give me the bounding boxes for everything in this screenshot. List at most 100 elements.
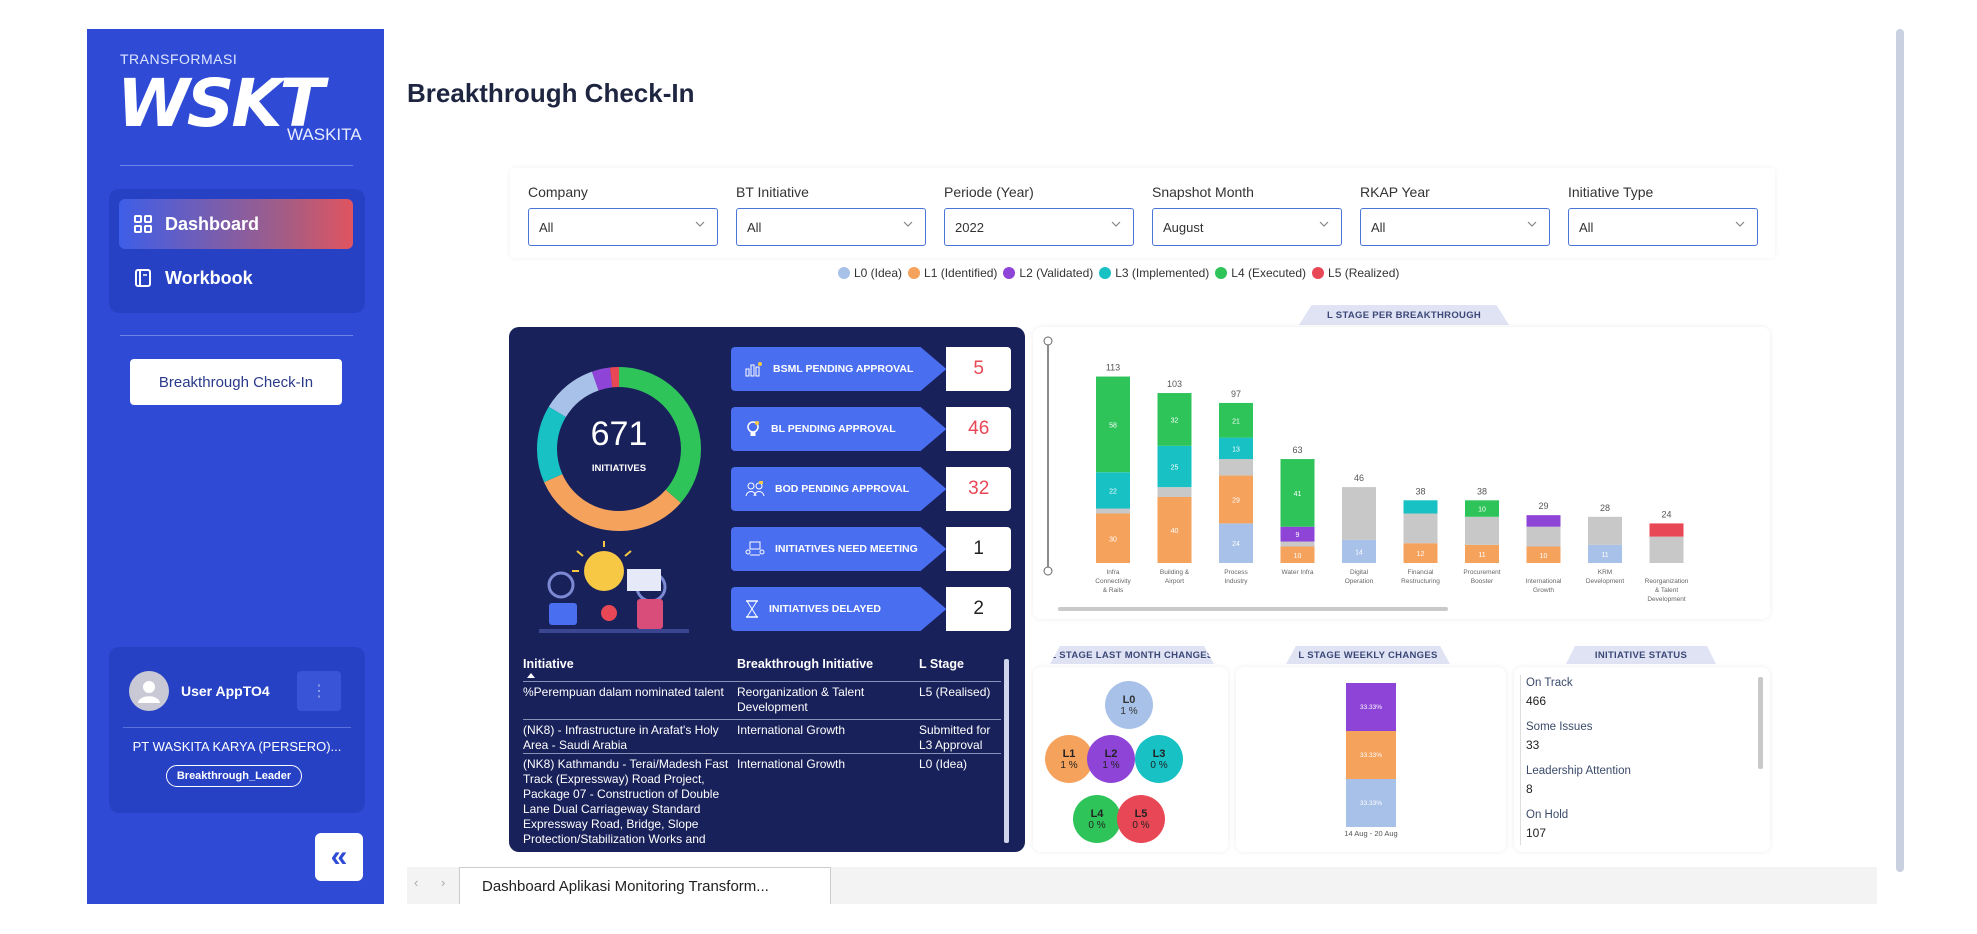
bulb-icon (745, 420, 761, 438)
table-cell-initiative: (NK8) Kathmandu - Terai/Madesh Fast Trac… (523, 757, 729, 845)
filter-label: Company (528, 184, 588, 200)
range-slider-handle-bottom[interactable] (1043, 566, 1053, 576)
bubble-l5: L5 0 % (1117, 795, 1165, 843)
user-card: User AppTO4 ⋮ PT WASKITA KARYA (PERSERO)… (109, 647, 365, 813)
range-slider-handle-top[interactable] (1043, 336, 1053, 346)
page-scrollbar[interactable] (1896, 29, 1904, 872)
bar-segment (1403, 543, 1438, 563)
table-header-lstage[interactable]: L Stage (919, 657, 964, 671)
bar-segment-label: 10 (1478, 507, 1486, 514)
breakthrough-checkin-button[interactable]: Breakthrough Check-In (130, 359, 342, 405)
table-header-initiative[interactable]: Initiative (523, 657, 574, 671)
more-vertical-icon: ⋮ (311, 683, 327, 700)
category-label: Development (1647, 596, 1685, 603)
user-menu-button[interactable]: ⋮ (297, 671, 341, 711)
kpi-label: INITIATIVES DELAYED (731, 587, 947, 631)
notebook-icon (133, 268, 153, 288)
weekly-segment: 33.33% (1346, 683, 1396, 731)
bar-segment-other (1403, 513, 1438, 544)
donut-seg-l3 (537, 367, 701, 531)
filter-select-bt-initiative[interactable]: All (736, 208, 926, 246)
sidebar-item-dashboard[interactable]: Dashboard (119, 199, 353, 249)
bubble-label: L1 (1062, 747, 1076, 760)
filter-select-rkap-year[interactable]: All (1360, 208, 1550, 246)
bubble-l2: L2 1 % (1087, 735, 1135, 783)
legend-item: L0 (Idea) (838, 266, 902, 280)
bubble-label: L0 (1122, 693, 1136, 706)
table-row[interactable]: %Perempuan dalam nominated talent Reorgan… (523, 681, 1001, 715)
grid-icon (133, 214, 153, 234)
bar-segment (1096, 472, 1130, 509)
status-value: 107 (1526, 826, 1547, 840)
filter-label: BT Initiative (736, 184, 809, 200)
kpi-bsml-pending-approval[interactable]: BSML PENDING APPROVAL 5 (731, 347, 1011, 391)
legend-item: L4 (Executed) (1215, 266, 1306, 280)
filter-label: Periode (Year) (944, 184, 1034, 200)
bar-total-label: 29 (1538, 501, 1548, 511)
bar-segment (1157, 393, 1192, 446)
legend-dot-icon (1003, 267, 1016, 279)
filter-select-initiative-type[interactable]: All (1568, 208, 1758, 246)
collapse-sidebar-button[interactable]: « (315, 833, 363, 881)
bar-total-label: 97 (1231, 389, 1241, 399)
status-scrollbar[interactable] (1758, 677, 1763, 769)
filter-value: All (1371, 219, 1386, 235)
kpi-bl-pending-approval[interactable]: BL PENDING APPROVAL 46 (731, 407, 1011, 451)
filter-select-company[interactable]: All (528, 208, 718, 246)
category-label: Infra (1106, 569, 1119, 576)
bar-segment (1465, 544, 1499, 563)
status-label: Leadership Attention (1526, 765, 1631, 777)
tab-dashboard[interactable]: Dashboard Aplikasi Monitoring Transform.… (459, 867, 831, 904)
kpi-label-text: BL PENDING APPROVAL (771, 423, 896, 435)
total-initiatives-value: 671 (590, 415, 648, 453)
category-label: & Rails (1103, 587, 1124, 594)
sidebar-item-label: Workbook (165, 267, 253, 288)
bar-segment-label: 13 (1232, 446, 1240, 453)
kpi-bod-pending-approval[interactable]: BOD PENDING APPROVAL 32 (731, 467, 1011, 511)
kpi-initiatives-delayed[interactable]: INITIATIVES DELAYED 2 (731, 587, 1011, 631)
category-label: Reorganization (1645, 578, 1689, 585)
hourglass-icon (745, 600, 759, 618)
filter-select-snapshot-month[interactable]: August (1152, 208, 1342, 246)
nav-menu: Dashboard Workbook (109, 189, 365, 313)
bar-segment-label: 25 (1171, 464, 1179, 471)
filter-select-periode-year[interactable]: 2022 (944, 208, 1134, 246)
filter-label: Snapshot Month (1152, 184, 1254, 200)
table-cell-breakthrough: International Growth (737, 757, 846, 771)
status-panel: On Track 466 Some Issues 33 Leadership Atten… (1514, 667, 1770, 852)
table-header-breakthrough[interactable]: Breakthrough Initiative (737, 657, 874, 671)
weekly-title: L STAGE WEEKLY CHANGES (1286, 646, 1450, 664)
bar-segment (1280, 526, 1315, 542)
table-row[interactable]: (NK8) - Infrastructure in Arafat's Holy … (523, 719, 1001, 753)
kpi-label-text: INITIATIVES DELAYED (769, 603, 882, 615)
bubble-l3: L3 0 % (1135, 735, 1183, 783)
kpi-value: 46 (946, 407, 1011, 451)
chevron-down-icon (903, 221, 913, 227)
legend-item: L3 (Implemented) (1099, 266, 1209, 280)
bar-segment-label: 11 (1478, 552, 1485, 559)
kpi-value: 2 (946, 587, 1011, 631)
chart-scrollbar[interactable] (1058, 607, 1448, 611)
bar-segment (1157, 445, 1192, 488)
bar-total-label: 113 (1106, 363, 1120, 373)
legend-label: L2 (Validated) (1019, 266, 1094, 280)
teamwork-illustration-icon (539, 541, 689, 633)
bar-segment (1649, 523, 1684, 537)
bar-segment (1526, 515, 1561, 527)
kpi-initiatives-need-meeting[interactable]: INITIATIVES NEED MEETING 1 (731, 527, 1011, 571)
bar-segment (1280, 546, 1315, 563)
kpi-label: BSML PENDING APPROVAL (731, 347, 947, 391)
table-scrollbar[interactable] (1004, 659, 1009, 843)
bar-segment-label: 32 (1171, 417, 1179, 424)
initiatives-donut (537, 367, 701, 531)
category-label: Digital (1350, 569, 1369, 576)
tab-next-icon[interactable]: › (441, 875, 446, 890)
sidebar-item-workbook[interactable]: Workbook (119, 253, 353, 303)
bar-segment-other (1526, 526, 1561, 547)
kpi-label-text: BSML PENDING APPROVAL (773, 363, 914, 375)
bar-segment-label: 12 (1417, 551, 1425, 558)
table-row[interactable]: (NK8) Kathmandu - Terai/Madesh Fast Trac… (523, 753, 1001, 845)
tab-prev-icon[interactable]: ‹ (414, 875, 419, 890)
category-label: Operation (1345, 578, 1374, 585)
sort-asc-icon (527, 673, 535, 678)
